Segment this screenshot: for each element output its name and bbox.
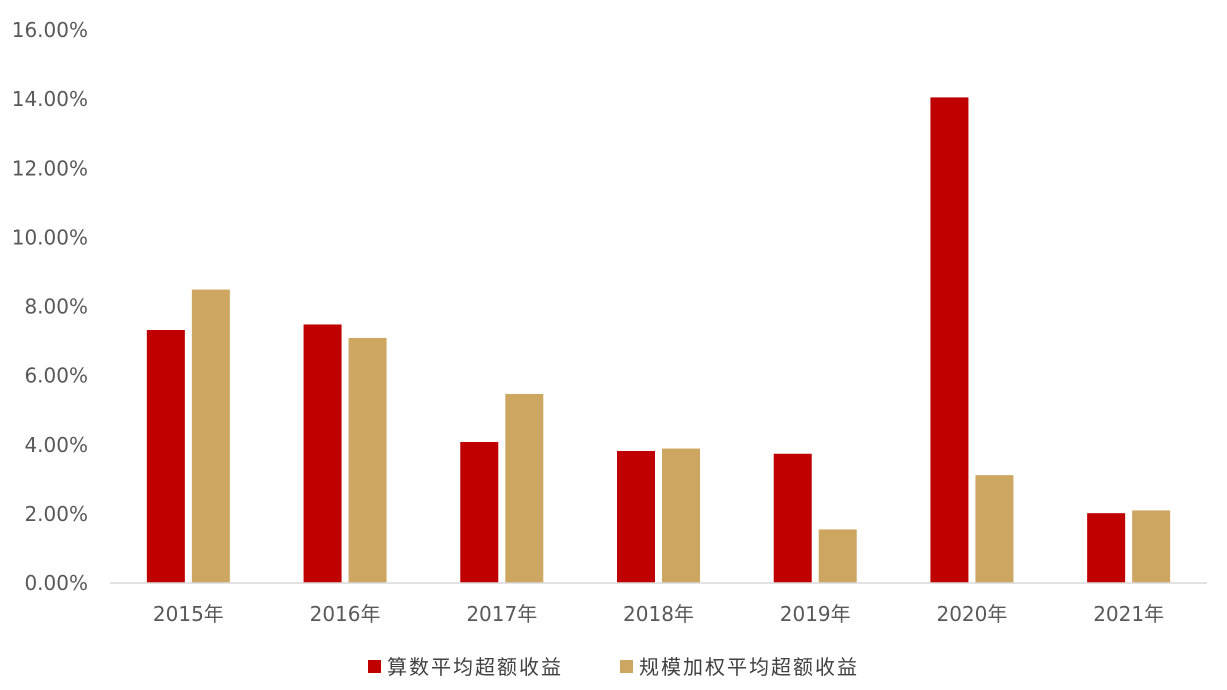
x-tick-label: 2020年 bbox=[936, 602, 1007, 626]
y-tick-label: 0.00% bbox=[24, 571, 88, 595]
y-tick-label: 4.00% bbox=[24, 433, 88, 457]
legend-swatch bbox=[620, 660, 633, 673]
bar-size-weighted-avg bbox=[662, 448, 700, 583]
y-tick-label: 10.00% bbox=[12, 225, 88, 249]
y-tick-label: 2.00% bbox=[24, 502, 88, 526]
y-tick-label: 16.00% bbox=[12, 18, 88, 42]
legend: 算数平均超额收益 规模加权平均超额收益 bbox=[368, 655, 859, 679]
legend-swatch bbox=[368, 660, 381, 673]
bar-size-weighted-avg bbox=[505, 393, 544, 583]
y-axis-ticks: 0.00% 2.00% 4.00% 6.00% 8.00% 10.00% 12.00% 14.… bbox=[12, 18, 88, 595]
bar-arithmetic-avg bbox=[303, 324, 342, 583]
x-tick-label: 2018年 bbox=[623, 602, 694, 626]
bar-size-weighted-avg bbox=[348, 337, 387, 583]
x-tick-label: 2019年 bbox=[780, 602, 851, 626]
bar-arithmetic-avg bbox=[617, 450, 655, 583]
bar-size-weighted-avg bbox=[975, 475, 1014, 583]
legend-label: 规模加权平均超额收益 bbox=[639, 655, 859, 679]
y-tick-label: 6.00% bbox=[24, 364, 88, 388]
x-tick-label: 2017年 bbox=[466, 602, 537, 626]
legend-label: 算数平均超额收益 bbox=[387, 655, 563, 679]
bar-arithmetic-avg bbox=[460, 441, 499, 583]
x-tick-label: 2016年 bbox=[310, 602, 381, 626]
bar-arithmetic-avg bbox=[773, 453, 812, 583]
bar-arithmetic-avg bbox=[146, 330, 185, 583]
bar-size-weighted-avg bbox=[1132, 510, 1171, 583]
bar-arithmetic-avg bbox=[1087, 513, 1126, 583]
bar-size-weighted-avg bbox=[818, 529, 857, 583]
bars-group bbox=[146, 97, 1171, 583]
x-axis-ticks: 2015年 2016年 2017年 2018年 2019年 2020年 2021年 bbox=[153, 602, 1164, 626]
y-tick-label: 8.00% bbox=[24, 295, 88, 319]
bar-size-weighted-avg bbox=[191, 289, 230, 583]
x-tick-label: 2021年 bbox=[1093, 602, 1164, 626]
y-tick-label: 12.00% bbox=[12, 156, 88, 180]
x-tick-label: 2015年 bbox=[153, 602, 224, 626]
bar-arithmetic-avg bbox=[930, 97, 969, 583]
y-tick-label: 14.00% bbox=[12, 87, 88, 111]
